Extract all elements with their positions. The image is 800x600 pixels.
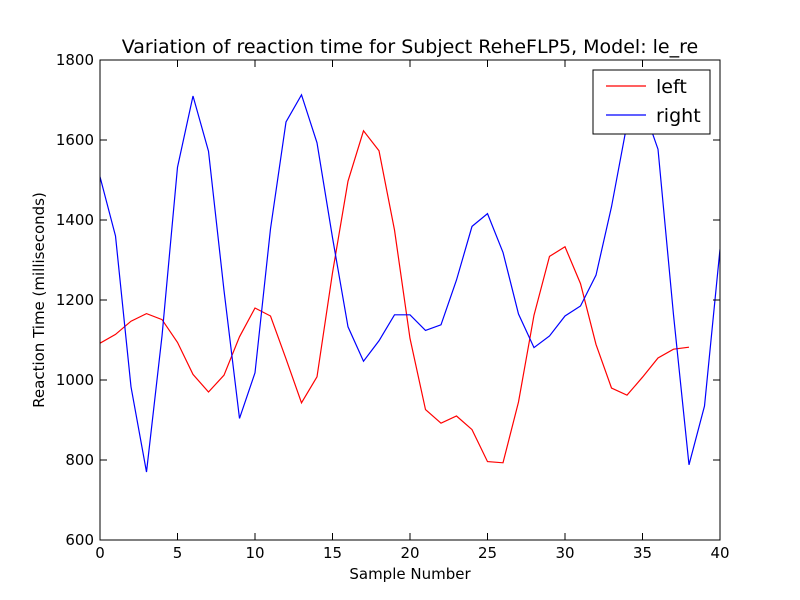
y-tick-label: 1800 <box>56 51 94 69</box>
x-tick-label: 5 <box>173 544 183 562</box>
legend: left right <box>592 69 711 135</box>
axis-ticks: 0 5 10 15 20 25 30 35 40 600 800 1000 1200 1400 1600 18… <box>56 51 730 562</box>
plot-lines <box>100 93 720 473</box>
y-tick-label: 1400 <box>56 211 94 229</box>
x-tick-label: 20 <box>400 544 419 562</box>
series-line-left <box>100 129 690 464</box>
y-axis-label: Reaction Time (milliseconds) <box>30 192 48 408</box>
x-tick-label: 35 <box>633 544 652 562</box>
y-tick-label: 800 <box>65 451 94 469</box>
x-tick-label: 40 <box>710 544 729 562</box>
legend-label-right: right <box>656 105 701 127</box>
y-tick-label: 1600 <box>56 131 94 149</box>
series-line-right <box>100 93 720 473</box>
y-tick-label: 1200 <box>56 291 94 309</box>
x-tick-label: 15 <box>323 544 342 562</box>
x-tick-label: 25 <box>478 544 497 562</box>
y-tick-label: 1000 <box>56 371 94 389</box>
y-tick-label: 600 <box>65 531 94 549</box>
x-axis-label: Sample Number <box>349 565 471 583</box>
x-tick-label: 10 <box>245 544 264 562</box>
x-tick-label: 0 <box>95 544 105 562</box>
chart-title: Variation of reaction time for Subject R… <box>122 36 698 58</box>
legend-box <box>592 69 711 135</box>
x-tick-label: 30 <box>555 544 574 562</box>
legend-label-left: left <box>656 76 687 98</box>
